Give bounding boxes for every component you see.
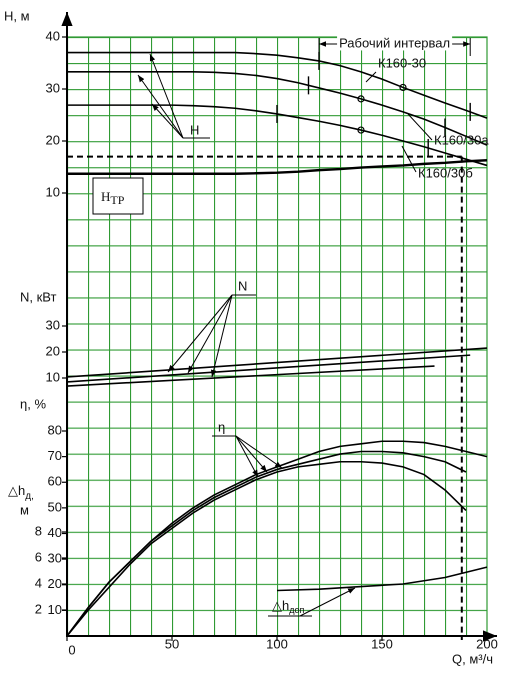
y-axis-label: м bbox=[20, 502, 29, 517]
pipeline-label-sub: ТР bbox=[110, 193, 124, 207]
y-axis-label: η, % bbox=[20, 396, 46, 411]
eta-arrow bbox=[235, 435, 268, 473]
y-tick-label: 30 bbox=[46, 80, 60, 95]
n-arrow bbox=[187, 294, 233, 374]
y-axis-label-sub: д, bbox=[25, 491, 34, 502]
series-marker bbox=[357, 95, 365, 103]
pipeline-label-main: H bbox=[101, 189, 110, 204]
y-tick-label: 30 bbox=[48, 551, 62, 566]
grid bbox=[66, 36, 488, 637]
x-axis-label: Q, м³/ч bbox=[452, 651, 493, 666]
pipeline-line bbox=[67, 159, 488, 175]
series-line bbox=[67, 71, 488, 146]
eta-arrow bbox=[235, 435, 283, 469]
leaders bbox=[137, 53, 433, 617]
series-line bbox=[66, 354, 471, 383]
y-tick-label: 40 bbox=[46, 28, 60, 43]
dh-arrow bbox=[299, 587, 356, 617]
pipeline-label-box bbox=[92, 177, 144, 215]
y-tick-label: 8 bbox=[35, 523, 42, 538]
x-tick-label: 100 bbox=[266, 636, 288, 651]
series-marker bbox=[357, 126, 365, 134]
y-tick-label: 40 bbox=[48, 525, 62, 540]
series-leader bbox=[365, 71, 377, 83]
series-line bbox=[67, 51, 488, 119]
y-tick-label: 4 bbox=[35, 575, 42, 590]
y-tick-label: 80 bbox=[48, 422, 62, 437]
eta-arrow bbox=[235, 435, 259, 478]
series-label: К160-30 bbox=[378, 55, 426, 70]
y-tick-label: 50 bbox=[48, 499, 62, 514]
y-tick-label: 60 bbox=[48, 474, 62, 489]
series-line bbox=[66, 450, 467, 637]
y-axis-label: N, кВт bbox=[20, 289, 57, 304]
series-line bbox=[66, 347, 488, 378]
series-line bbox=[66, 365, 435, 387]
y-axis-label: △hд, bbox=[8, 483, 34, 501]
y-tick-label: 2 bbox=[35, 601, 42, 616]
series-label: К160/30б bbox=[418, 165, 473, 180]
n-arrow bbox=[167, 294, 233, 373]
curve-label-main: △h bbox=[272, 598, 289, 613]
series-marker bbox=[399, 83, 407, 92]
x-tick-label: 50 bbox=[165, 636, 179, 651]
series-line bbox=[276, 566, 488, 592]
y-tick-label: 20 bbox=[46, 343, 60, 358]
curve-label: H bbox=[190, 122, 199, 137]
h-arrow bbox=[151, 103, 184, 139]
x-tick-label: 200 bbox=[476, 636, 498, 651]
y-tick-label: 70 bbox=[48, 448, 62, 463]
y-tick-label: 30 bbox=[46, 317, 60, 332]
y-tick-label: 20 bbox=[48, 576, 62, 591]
y-axis-label-main: △h bbox=[8, 483, 25, 498]
curve-label: N bbox=[238, 278, 247, 293]
x-tick-label: 150 bbox=[371, 636, 393, 651]
interval-label: Рабочий интервал bbox=[339, 35, 450, 50]
series-line bbox=[66, 460, 467, 637]
curve-label: η bbox=[218, 419, 225, 434]
series-leader bbox=[401, 145, 417, 173]
curve-label-sub: доп bbox=[289, 605, 304, 615]
n-arrow bbox=[210, 294, 233, 378]
interval-label-bg bbox=[337, 35, 453, 51]
series-leader bbox=[407, 113, 433, 141]
curve-label: △hдоп bbox=[272, 598, 304, 615]
h-arrow bbox=[149, 53, 184, 139]
y-tick-label: 20 bbox=[46, 132, 60, 147]
y-tick-label: 6 bbox=[35, 549, 42, 564]
h-arrow bbox=[137, 74, 184, 139]
pipeline-label: HТР bbox=[101, 189, 125, 207]
y-tick-label: 10 bbox=[46, 369, 60, 384]
series-label: К160/30а bbox=[434, 132, 489, 147]
x-tick-label: 0 bbox=[68, 642, 75, 657]
y-tick-label: 10 bbox=[46, 184, 60, 199]
y-tick-label: 10 bbox=[48, 602, 62, 617]
y-axis-label: H, м bbox=[4, 8, 30, 23]
